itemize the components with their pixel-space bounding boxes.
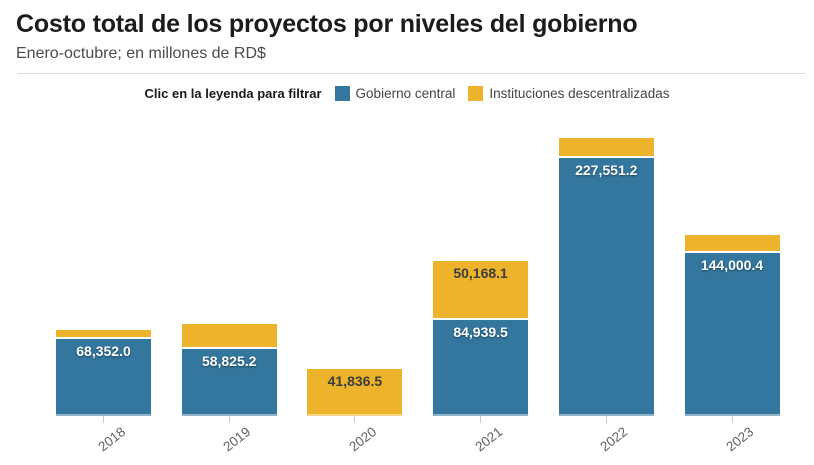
bar-segment-gobierno-central-2018[interactable]: 68,352.0 (56, 338, 151, 416)
bar-segment-instituciones-descentralizadas-2022[interactable] (558, 138, 654, 156)
chart-subtitle: Enero-octubre; en millones de RD$ (16, 45, 266, 62)
baseline-axis (46, 414, 790, 416)
bar-segment-gobierno-central-2019[interactable]: 58,825.2 (181, 349, 277, 416)
x-axis-tick-2023 (731, 416, 733, 423)
value-label-instituciones-descentralizadas-2020: 41,836.5 (327, 372, 383, 389)
legend-item-gobierno-central[interactable]: Gobierno central (334, 86, 456, 101)
value-label-instituciones-descentralizadas-2021: 50,168.1 (453, 264, 508, 281)
bar-segment-gobierno-central-2023[interactable]: 144,000.4 (684, 252, 780, 416)
legend-swatch-gobierno-central (334, 86, 350, 101)
bar-segment-gobierno-central-2021[interactable]: 84,939.5 (433, 319, 529, 416)
legend-swatch-instituciones-descentralizadas (468, 86, 484, 101)
value-label-gobierno-central-2019: 58,825.2 (201, 353, 257, 370)
legend: Clic en la leyenda para filtrar Gobierno… (0, 86, 814, 101)
legend-label-instituciones-descentralizadas: Instituciones descentralizadas (489, 86, 670, 101)
plot-area: 68,352.0 2018 58,825.2 2019 41,836.5 2020 84,9… (0, 120, 814, 454)
x-axis-label-2021: 2021 (471, 424, 505, 455)
value-label-gobierno-central-2023: 144,000.4 (700, 256, 764, 273)
header-divider (17, 73, 805, 74)
x-axis-tick-2018 (103, 416, 104, 423)
legend-label-gobierno-central: Gobierno central (355, 86, 456, 101)
value-label-gobierno-central-2018: 68,352.0 (76, 342, 131, 359)
x-axis-label-2022: 2022 (597, 424, 631, 455)
bar-segment-instituciones-descentralizadas-2021[interactable]: 50,168.1 (433, 260, 529, 318)
bar-segment-instituciones-descentralizadas-2020[interactable]: 41,836.5 (307, 368, 403, 416)
x-axis-label-2018: 2018 (94, 424, 128, 455)
chart-title: Costo total de los proyectos por niveles… (16, 10, 638, 38)
x-axis-tick-2021 (480, 416, 482, 423)
value-label-gobierno-central-2021: 84,939.5 (453, 323, 508, 340)
bar-segment-instituciones-descentralizadas-2023[interactable] (684, 234, 780, 251)
x-axis-label-2020: 2020 (346, 424, 380, 455)
bar-segment-gobierno-central-2022[interactable]: 227,551.2 (558, 158, 654, 416)
legend-note: Clic en la leyenda para filtrar (144, 86, 322, 101)
x-axis-label-2023: 2023 (723, 424, 757, 455)
x-axis-tick-2022 (605, 416, 607, 423)
x-axis-tick-2020 (354, 416, 356, 423)
bar-segment-instituciones-descentralizadas-2019[interactable] (181, 323, 277, 348)
x-axis-tick-2019 (228, 416, 230, 423)
value-label-gobierno-central-2022: 227,551.2 (575, 162, 638, 178)
x-axis-label-2019: 2019 (220, 424, 254, 455)
bar-segment-instituciones-descentralizadas-2018[interactable] (56, 330, 151, 337)
legend-item-instituciones-descentralizadas[interactable]: Instituciones descentralizadas (468, 86, 669, 101)
